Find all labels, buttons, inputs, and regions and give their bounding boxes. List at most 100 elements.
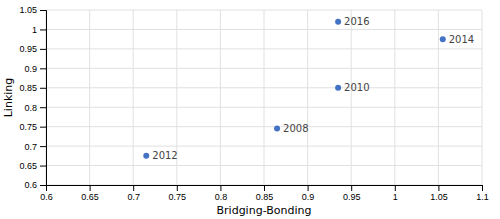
tick-mark — [177, 185, 178, 191]
grid-line — [46, 29, 482, 30]
tick-label: 0.9 — [302, 192, 315, 202]
point — [335, 85, 341, 91]
tick: 0.75 — [169, 185, 187, 202]
grid — [46, 10, 482, 185]
axis-line — [40, 11, 47, 186]
tick-label: 0.6 — [40, 192, 53, 202]
tick: 0.95 — [343, 185, 361, 202]
tick-mark — [40, 68, 46, 69]
tick: 1.1 — [476, 185, 489, 202]
tick-mark — [351, 185, 352, 191]
point-label: 2016 — [344, 16, 369, 27]
tick-label: 0.75 — [19, 122, 37, 132]
point — [143, 153, 149, 159]
tick: 0.7 — [24, 141, 46, 151]
tick-mark — [40, 107, 46, 108]
point — [274, 126, 280, 132]
tick-mark — [133, 185, 134, 191]
point-label: 2010 — [344, 82, 369, 93]
tick-mark — [264, 185, 265, 191]
tick: 0.85 — [256, 185, 274, 202]
grid-line — [46, 10, 482, 11]
point-label: 2008 — [283, 123, 308, 134]
tick-label: 0.95 — [343, 192, 361, 202]
x-axis-title: Bridging-Bonding — [217, 204, 312, 217]
tick: 0.9 — [302, 185, 315, 202]
tick-label: 1.05 — [19, 5, 37, 15]
grid-line — [46, 146, 482, 147]
tick: 0.65 — [19, 161, 46, 171]
tick-mark — [40, 49, 46, 50]
tick: 0.6 — [24, 180, 46, 190]
y-axis: 0.6 0.65 0.7 0.75 0.8 0.85 0.9 0.95 1 1.05 — [19, 5, 46, 190]
tick-mark — [438, 185, 439, 191]
tick: 0.8 — [24, 103, 46, 113]
tick: 0.65 — [81, 185, 99, 202]
tick-label: 1 — [32, 25, 37, 35]
tick-label: 0.85 — [19, 83, 37, 93]
tick-mark — [40, 166, 46, 167]
grid-line — [46, 165, 482, 166]
tick-mark — [40, 10, 46, 11]
tick-label: 0.65 — [19, 161, 37, 171]
point-label: 2014 — [449, 34, 474, 45]
tick-mark — [90, 185, 91, 191]
point — [440, 36, 446, 42]
grid-line — [46, 107, 482, 108]
axis-line — [47, 186, 483, 192]
grid-line — [307, 10, 308, 185]
grid-line — [482, 10, 483, 185]
grid-line — [46, 68, 482, 69]
tick: 1.05 — [430, 185, 448, 202]
grid-line — [133, 10, 134, 185]
tick-label: 0.8 — [24, 103, 37, 113]
tick-label: 0.65 — [81, 192, 99, 202]
tick-mark — [308, 185, 309, 191]
tick: 1 — [393, 185, 398, 202]
tick-label: 0.8 — [215, 192, 228, 202]
point — [335, 19, 341, 25]
tick: 0.9 — [24, 64, 46, 74]
grid-line — [438, 10, 439, 185]
tick-mark — [482, 185, 483, 191]
tick-label: 0.7 — [24, 141, 37, 151]
tick-label: 1.05 — [430, 192, 448, 202]
tick-mark — [40, 146, 46, 147]
tick: 1 — [32, 25, 46, 35]
grid-line — [351, 10, 352, 185]
grid-line — [264, 10, 265, 185]
tick-label: 0.75 — [169, 192, 187, 202]
grid-line — [46, 87, 482, 88]
y-axis-title: Linking — [2, 78, 15, 118]
tick-label: 0.9 — [24, 64, 37, 74]
grid-line — [46, 126, 482, 127]
tick-label: 0.85 — [256, 192, 274, 202]
tick-label: 0.6 — [24, 180, 37, 190]
tick: 0.7 — [127, 185, 140, 202]
tick-mark — [395, 185, 396, 191]
tick: 0.85 — [19, 83, 46, 93]
grid-line — [46, 48, 482, 49]
tick: 0.95 — [19, 44, 46, 54]
tick-mark — [40, 88, 46, 89]
grid-line — [394, 10, 395, 185]
point-labels: 2012 2008 2010 2016 2014 — [152, 16, 474, 161]
points — [143, 19, 445, 159]
tick-mark — [40, 127, 46, 128]
tick-mark — [220, 185, 221, 191]
tick-label: 0.7 — [127, 192, 140, 202]
tick-label: 0.95 — [19, 44, 37, 54]
tick-label: 1 — [393, 192, 398, 202]
tick: 0.6 — [40, 185, 53, 202]
tick-mark — [40, 29, 46, 30]
tick: 0.75 — [19, 122, 46, 132]
point-label: 2012 — [152, 150, 177, 161]
grid-line — [220, 10, 221, 185]
grid-line — [89, 10, 90, 185]
x-axis: 0.6 0.65 0.7 0.75 0.8 0.85 0.9 0.95 1 1.05 1.1 — [40, 185, 489, 202]
tick: 0.8 — [215, 185, 228, 202]
plot: 0.60.650.70.750.80.850.90.9511.051.10.60… — [19, 5, 488, 202]
chart: 0.60.650.70.750.80.850.90.9511.051.10.60… — [0, 0, 500, 219]
tick: 1.05 — [19, 5, 46, 15]
tick-label: 1.1 — [476, 192, 489, 202]
